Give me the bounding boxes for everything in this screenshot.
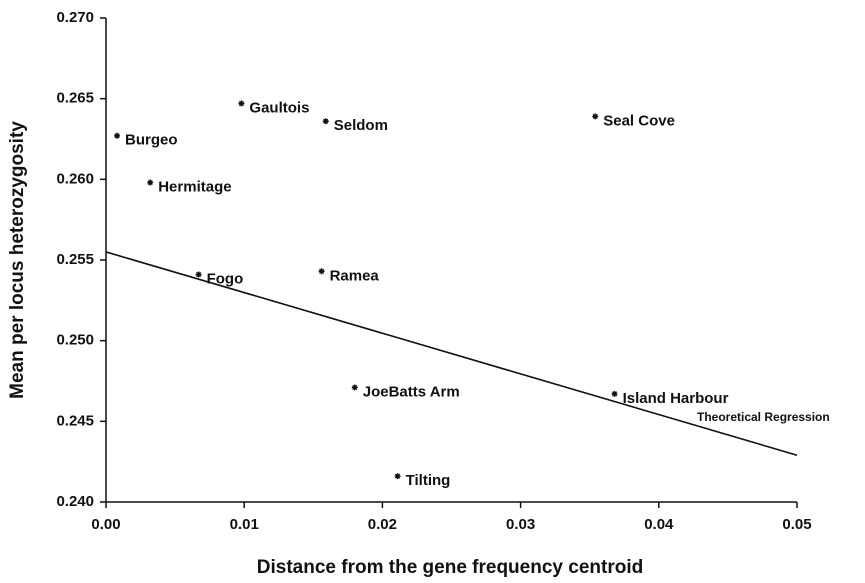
- point-label: Hermitage: [158, 179, 231, 196]
- point: [322, 118, 329, 125]
- point: [114, 132, 121, 139]
- point-label: Island Harbour: [623, 390, 729, 407]
- y-tick-label: 0.245: [56, 412, 94, 429]
- y-tick-label: 0.255: [56, 251, 94, 268]
- y-tick-label: 0.260: [56, 170, 94, 187]
- y-tick-label: 0.240: [56, 493, 94, 510]
- x-tick-label: 0.03: [506, 516, 535, 533]
- point-label: JoeBatts Arm: [363, 383, 460, 400]
- point: [318, 268, 325, 275]
- x-tick-label: 0.02: [368, 516, 397, 533]
- x-tick-label: 0.04: [644, 516, 674, 533]
- point-label: Ramea: [330, 267, 380, 284]
- y-tick-label: 0.270: [56, 9, 94, 26]
- regression-line: [105, 251, 798, 456]
- point-label: Tilting: [406, 472, 451, 489]
- point-label: Seldom: [334, 117, 388, 134]
- regression-label: Theoretical Regression: [697, 410, 830, 424]
- x-axis-title: Distance from the gene frequency centroi…: [257, 557, 643, 578]
- point: [238, 100, 245, 107]
- x-tick-label: 0.05: [782, 516, 811, 533]
- point: [195, 271, 202, 278]
- point-label: Burgeo: [125, 132, 178, 149]
- point-label: Seal Cove: [603, 112, 675, 129]
- y-axis-title: Mean per locus heterozygosity: [7, 121, 28, 399]
- x-tick-label: 0.01: [230, 516, 259, 533]
- point: [147, 179, 154, 186]
- point: [351, 384, 358, 391]
- point: [611, 390, 618, 397]
- point-label: Fogo: [207, 270, 244, 287]
- y-tick-label: 0.265: [56, 90, 94, 107]
- y-tick-label: 0.250: [56, 332, 94, 349]
- point: [592, 113, 599, 120]
- point-label: Gaultois: [249, 99, 309, 116]
- point: [394, 473, 401, 480]
- x-tick-label: 0.00: [91, 516, 120, 533]
